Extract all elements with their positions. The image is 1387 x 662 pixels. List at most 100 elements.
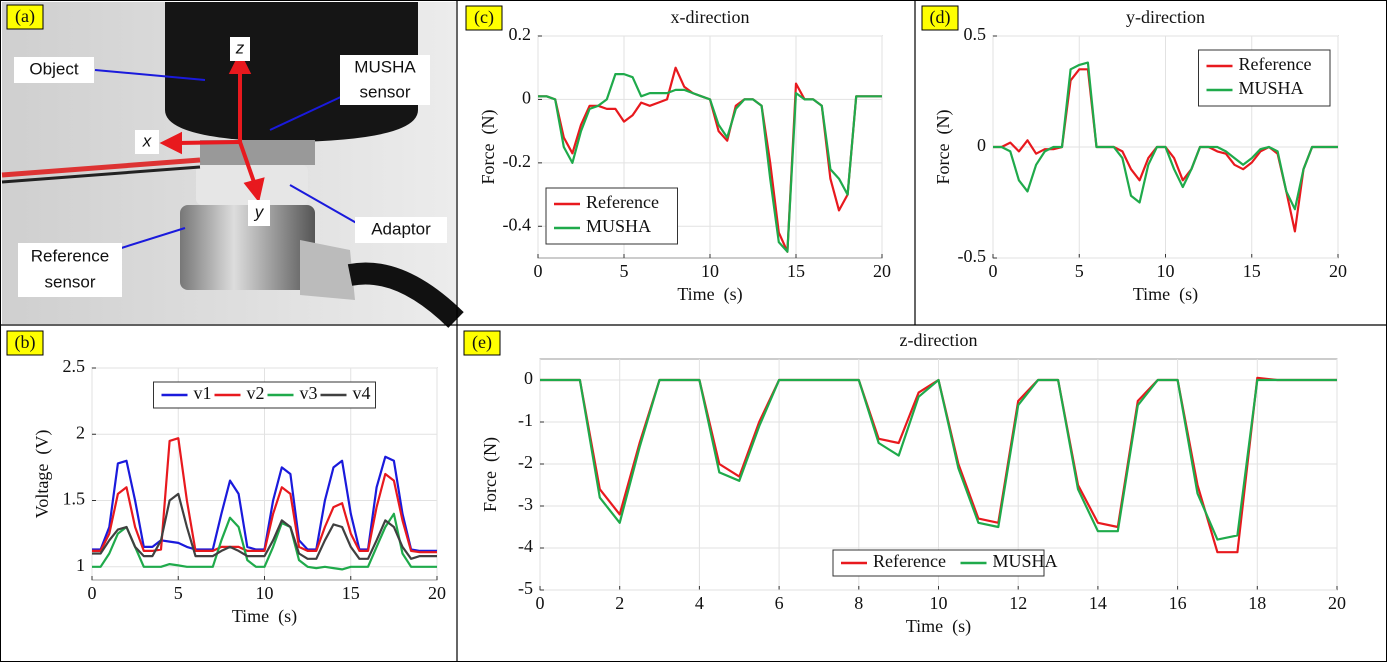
label-box — [18, 243, 122, 297]
x-tick-label: 20 — [873, 261, 891, 281]
connector-shape — [300, 240, 355, 300]
legend-label: MUSHA — [586, 216, 651, 236]
panel-label-box — [6, 330, 44, 356]
legend-label: v4 — [353, 383, 371, 403]
x-tick-label: 12 — [1009, 593, 1027, 613]
legend-label: MUSHA — [993, 551, 1058, 571]
cable-shape — [347, 262, 464, 328]
chart-title: x-direction — [671, 7, 750, 27]
data-line — [92, 492, 437, 560]
x-tick-label: 15 — [342, 583, 360, 603]
legend-label: MUSHA — [1239, 78, 1304, 98]
x-tick-label: 15 — [787, 261, 805, 281]
y-tick-label: 0 — [522, 88, 531, 108]
reference-sensor-shape — [180, 205, 315, 290]
x-tick-label: 4 — [695, 593, 704, 613]
x-tick-label: 0 — [88, 583, 97, 603]
panel-label-box — [6, 4, 44, 30]
object-shape — [165, 2, 418, 142]
legend-label: v2 — [247, 383, 265, 403]
y-tick-label: 2.5 — [63, 356, 86, 376]
axis-label-box — [135, 130, 159, 154]
x-tick-label: 15 — [1243, 261, 1261, 281]
y-tick-label: -2 — [518, 452, 533, 472]
y-tick-label: 1.5 — [63, 489, 86, 509]
legend-label: v3 — [300, 383, 318, 403]
y-tick-label: -5 — [518, 578, 533, 598]
x-tick-label: 0 — [536, 593, 545, 613]
panel-label: (b) — [15, 332, 36, 353]
x-axis-label: Time (s) — [232, 606, 297, 627]
x-tick-label: 6 — [775, 593, 784, 613]
x-tick-label: 5 — [1075, 261, 1084, 281]
reference-label: sensor — [44, 272, 95, 291]
y-axis-label: Voltage (V) — [32, 430, 53, 519]
y-tick-label: 1 — [76, 555, 85, 575]
wire-shape — [1, 165, 201, 184]
x-tick-label: 2 — [615, 593, 624, 613]
label-box — [14, 57, 94, 83]
x-tick-label: 16 — [1169, 593, 1187, 613]
x-axis-label: Time (s) — [906, 616, 971, 637]
data-line — [540, 378, 1337, 541]
label-box — [355, 217, 447, 243]
sensor-label: MUSHA — [354, 57, 416, 76]
x-tick-label: 5 — [174, 583, 183, 603]
panel-label-box — [465, 5, 503, 31]
panel-label: (e) — [472, 332, 492, 353]
panel-label-box — [463, 330, 501, 356]
y-tick-label: -1 — [518, 410, 533, 430]
x-tick-label: 20 — [428, 583, 446, 603]
legend-box — [1198, 49, 1331, 107]
panel-label: (c) — [474, 7, 494, 28]
legend-label: Reference — [586, 192, 659, 212]
legend-label: v1 — [194, 383, 212, 403]
x-axis-label: Time (s) — [677, 284, 742, 305]
pointer-arrows — [94, 69, 361, 251]
reference-label: Reference — [31, 246, 109, 265]
y-tick-label: 0.2 — [509, 24, 532, 44]
legend-label: Reference — [873, 551, 946, 571]
y-axis-label: Force (N) — [478, 110, 499, 185]
y-axis-label: Force (N) — [480, 437, 501, 512]
x-tick-label: 20 — [1328, 593, 1346, 613]
panel-label: (d) — [930, 7, 951, 28]
y-tick-label: -3 — [518, 494, 533, 514]
data-line — [993, 61, 1338, 211]
x-tick-label: 10 — [1157, 261, 1175, 281]
wire-shape — [1, 157, 201, 178]
chart-title: z-direction — [900, 330, 978, 350]
x-tick-label: 5 — [620, 261, 629, 281]
y-tick-label: 2 — [76, 422, 85, 442]
panel-label-box — [921, 5, 959, 31]
data-line — [538, 73, 882, 253]
x-tick-label: 10 — [256, 583, 274, 603]
photo-panel: z x y Object MUSHA sensor Adaptor Refere… — [1, 2, 464, 328]
y-tick-label: -4 — [518, 536, 533, 556]
legend-box — [545, 187, 678, 245]
adaptor-label: Adaptor — [371, 219, 431, 238]
x-tick-label: 10 — [930, 593, 948, 613]
chart-title: y-direction — [1126, 7, 1205, 27]
legend-label: Reference — [1239, 54, 1312, 74]
axis-label-box — [230, 37, 250, 61]
x-tick-label: 14 — [1089, 593, 1107, 613]
sensor-label: sensor — [359, 82, 410, 101]
y-tick-label: 0 — [977, 135, 986, 155]
axis-label: x — [142, 131, 152, 150]
panel-label: (a) — [15, 6, 35, 27]
data-line — [92, 437, 437, 554]
y-tick-label: 0 — [524, 368, 533, 388]
coordinate-arrows — [159, 51, 265, 203]
y-tick-label: 0.5 — [964, 24, 987, 44]
x-tick-label: 18 — [1248, 593, 1266, 613]
legend-box — [832, 549, 1045, 577]
x-tick-label: 0 — [534, 261, 543, 281]
data-line — [92, 512, 437, 571]
y-tick-label: -0.5 — [958, 246, 987, 266]
x-axis-label: Time (s) — [1133, 284, 1198, 305]
y-axis-label: Force (N) — [933, 110, 954, 185]
label-box — [340, 55, 430, 105]
